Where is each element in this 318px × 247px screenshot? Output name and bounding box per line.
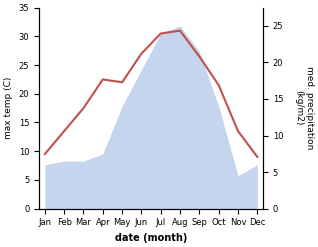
X-axis label: date (month): date (month)	[115, 233, 187, 243]
Y-axis label: med. precipitation
(kg/m2): med. precipitation (kg/m2)	[294, 66, 314, 150]
Y-axis label: max temp (C): max temp (C)	[4, 77, 13, 139]
